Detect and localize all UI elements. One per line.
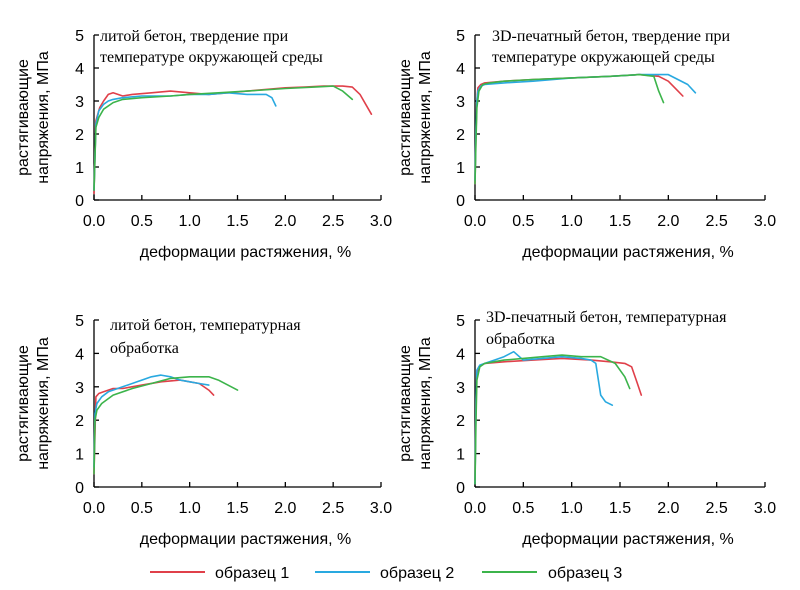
y-tick-label: 1: [456, 447, 465, 464]
series-line-2: [93, 92, 277, 191]
x-tick-label: 2.0: [657, 500, 679, 517]
series-line-1: [93, 85, 373, 195]
panel-title: литой бетон, твердение при: [100, 28, 289, 45]
y-axis-label: растягивающие: [397, 59, 414, 176]
x-tick-label: 1.0: [179, 213, 201, 230]
chart-panel-2: 0 1 2 3 4 5 0.0 0.5 1.0 1.5 2.0 2.5 3.0 деформации ра…: [397, 28, 776, 261]
x-axis-label: деформации растяжения, %: [140, 531, 352, 548]
y-tick-label: 3: [75, 94, 84, 111]
y-axis-label: напряжения, МПа: [35, 51, 52, 184]
series-line-3: [93, 85, 354, 191]
series-line-3: [474, 354, 631, 485]
panel-title: обработка: [486, 331, 555, 348]
series-line-3: [474, 73, 665, 185]
series-line-1: [93, 379, 215, 475]
legend: образец 1 образец 2 образец 3: [150, 565, 622, 582]
y-tick-label: 5: [456, 28, 465, 45]
y-tick-label: 4: [456, 346, 465, 363]
x-tick-label: 0.0: [464, 213, 486, 230]
x-tick-label: 1.5: [226, 213, 248, 230]
series-line-1: [474, 73, 684, 185]
chart-panel-3: 0 1 2 3 4 5 0.0 0.5 1.0 1.5 2.0 2.5 3.0 деформации ра…: [15, 313, 392, 548]
x-tick-label: 2.0: [274, 213, 296, 230]
series-line-2: [93, 374, 210, 468]
x-tick-label: 0.5: [512, 500, 534, 517]
panel-title: литой бетон, температурная: [110, 317, 301, 334]
x-tick-label: 2.5: [706, 500, 728, 517]
y-tick-label: 1: [75, 160, 84, 177]
x-tick-label: 1.5: [609, 500, 631, 517]
y-axis-label: напряжения, МПа: [417, 337, 434, 470]
x-tick-label: 3.0: [754, 500, 776, 517]
x-tick-label: 3.0: [370, 500, 392, 517]
x-tick-label: 2.5: [322, 213, 344, 230]
x-tick-label: 3.0: [370, 213, 392, 230]
y-tick-label: 0: [75, 480, 84, 497]
x-tick-label: 0.5: [131, 500, 153, 517]
y-axis-label: напряжения, МПа: [35, 337, 52, 470]
panel-title: обработка: [110, 340, 179, 357]
y-tick-label: 1: [75, 447, 84, 464]
x-tick-label: 0.5: [131, 213, 153, 230]
y-tick-label: 1: [456, 160, 465, 177]
x-tick-label: 3.0: [754, 213, 776, 230]
x-tick-label: 2.5: [322, 500, 344, 517]
y-tick-label: 3: [456, 380, 465, 397]
y-axis-label: растягивающие: [15, 345, 32, 462]
x-axis-label: деформации растяжения, %: [522, 531, 734, 548]
x-tick-label: 2.0: [657, 213, 679, 230]
x-tick-label: 0.0: [83, 500, 105, 517]
y-axis-label: растягивающие: [397, 345, 414, 462]
y-tick-label: 4: [456, 61, 465, 78]
y-tick-label: 2: [456, 413, 465, 430]
legend-label-2: образец 2: [380, 565, 454, 582]
x-tick-label: 0.0: [464, 500, 486, 517]
y-tick-label: 0: [75, 193, 84, 210]
x-tick-label: 1.0: [179, 500, 201, 517]
x-tick-label: 2.5: [706, 213, 728, 230]
series-line-1: [474, 357, 643, 482]
panel-title: температуре окружающей среды: [492, 49, 715, 66]
y-tick-label: 5: [456, 313, 465, 330]
x-tick-label: 1.5: [226, 500, 248, 517]
series-line-2: [474, 73, 697, 181]
y-tick-label: 5: [75, 313, 84, 330]
panel-title: температуре окружающей среды: [100, 49, 323, 66]
series-line-3: [93, 375, 239, 475]
x-tick-label: 1.0: [561, 500, 583, 517]
y-tick-label: 2: [75, 127, 84, 144]
x-axis-label: деформации растяжения, %: [140, 244, 352, 261]
x-tick-label: 1.0: [561, 213, 583, 230]
y-axis-label: напряжения, МПа: [417, 51, 434, 184]
y-tick-label: 0: [456, 480, 465, 497]
x-tick-label: 0.0: [83, 213, 105, 230]
y-tick-label: 2: [75, 413, 84, 430]
x-tick-label: 1.5: [609, 213, 631, 230]
y-tick-label: 0: [456, 193, 465, 210]
y-tick-label: 5: [75, 28, 84, 45]
x-tick-label: 0.5: [512, 213, 534, 230]
chart-panel-1: 0 1 2 3 4 5 0.0 0.5 1.0 1.5 2.0 2.5 3.0 деформации ра…: [15, 28, 392, 261]
y-tick-label: 2: [456, 127, 465, 144]
panel-title: 3D-печатный бетон, твердение при: [492, 28, 731, 45]
chart-panel-4: 0 1 2 3 4 5 0.0 0.5 1.0 1.5 2.0 2.5 3.0 деформации ра…: [397, 309, 776, 548]
y-tick-label: 4: [75, 61, 84, 78]
legend-label-3: образец 3: [548, 565, 622, 582]
y-tick-label: 4: [75, 346, 84, 363]
series-line-2: [474, 350, 614, 485]
y-tick-label: 3: [75, 380, 84, 397]
x-tick-label: 2.0: [274, 500, 296, 517]
panel-title: 3D-печатный бетон, температурная: [486, 309, 727, 326]
y-tick-label: 3: [456, 94, 465, 111]
legend-label-1: образец 1: [215, 565, 289, 582]
y-axis-label: растягивающие: [15, 59, 32, 176]
x-axis-label: деформации растяжения, %: [522, 244, 734, 261]
